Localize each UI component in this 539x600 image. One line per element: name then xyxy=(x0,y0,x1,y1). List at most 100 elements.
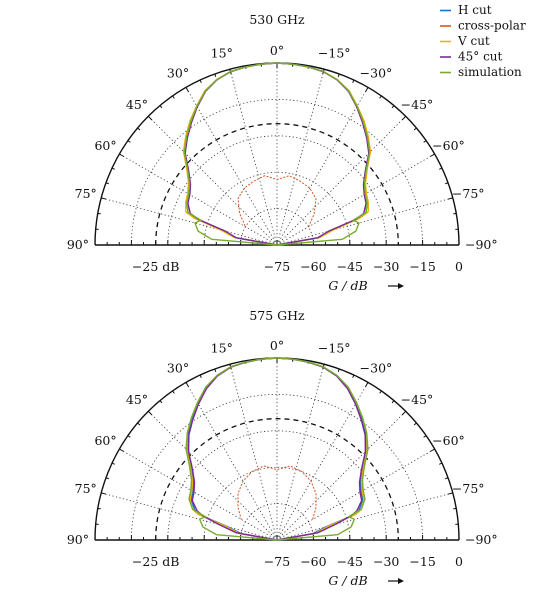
angle-tick-mark xyxy=(439,167,443,170)
chart-title: 575 GHz xyxy=(249,308,305,323)
polar-chart-530ghz: 530 GHz 90° 75° 60° 45° 30° 15° 0° −15° −30° −45° −… xyxy=(67,12,498,293)
angle-tick-mark xyxy=(214,368,217,372)
angle-tick-mark xyxy=(365,382,369,387)
gain-tick-label: −75 xyxy=(264,554,290,569)
angle-tick-mark xyxy=(430,448,435,452)
angle-tick-mark xyxy=(391,105,395,109)
gain-tick-label: 0 xyxy=(455,554,463,569)
legend-label: V cut xyxy=(457,34,490,48)
grid-spoke xyxy=(229,364,278,541)
angle-tick-label: 60° xyxy=(94,433,116,448)
series-line-cross-polar xyxy=(237,175,317,227)
angle-tick-label: 75° xyxy=(75,481,97,496)
angle-tick-mark xyxy=(119,153,124,157)
polar-chart-575ghz: 575 GHz 90° 75° 60° 45° 30° 15° 0° −15° −30° −45° −… xyxy=(67,308,498,588)
angle-tick-mark xyxy=(447,197,453,200)
angle-tick-mark xyxy=(97,507,101,510)
grid-spoke xyxy=(101,492,278,541)
angle-tick-label: 30° xyxy=(167,361,189,376)
angle-tick-mark xyxy=(101,197,107,200)
angle-tick-mark xyxy=(147,410,153,416)
angle-tick-label: 0° xyxy=(270,43,284,58)
legend-label: simulation xyxy=(458,65,522,79)
angle-tick-mark xyxy=(159,105,163,109)
grid-circle xyxy=(240,503,314,541)
grid-spoke xyxy=(229,69,278,246)
series-line-simulation xyxy=(183,62,371,246)
angle-tick-mark xyxy=(401,410,407,416)
grid-spoke xyxy=(276,153,435,246)
angle-tick-mark xyxy=(379,95,382,99)
angle-tick-mark xyxy=(214,73,217,77)
angle-tick-mark xyxy=(445,182,449,185)
angle-tick-label: −60° xyxy=(432,138,465,153)
angle-tick-mark xyxy=(111,462,115,465)
gain-tick-label: −60 xyxy=(300,554,326,569)
legend-label: H cut xyxy=(458,3,492,17)
axis-arrowhead xyxy=(398,283,404,289)
angle-tick-mark xyxy=(199,374,202,378)
axis-label: G / dB xyxy=(328,573,367,588)
angle-tick-mark xyxy=(111,167,115,170)
gain-tick-label: −75 xyxy=(264,259,290,274)
angle-tick-mark xyxy=(337,368,340,372)
gain-tick-label: 0 xyxy=(455,259,463,274)
angle-tick-label: −90° xyxy=(465,237,498,252)
grid-spoke xyxy=(276,69,325,246)
angle-tick-mark xyxy=(365,87,369,92)
legend-label: 45° cut xyxy=(458,50,503,64)
angle-tick-mark xyxy=(439,462,443,465)
grid-spoke xyxy=(276,197,453,246)
angle-tick-mark xyxy=(185,87,189,92)
angle-tick-label: 75° xyxy=(75,186,97,201)
grid-spoke xyxy=(276,364,325,541)
angle-tick-label: 90° xyxy=(67,237,89,252)
grid-circle xyxy=(203,466,351,541)
angle-tick-label: 30° xyxy=(167,66,189,81)
angle-tick-label: 90° xyxy=(67,532,89,547)
grid-spoke xyxy=(276,448,435,541)
grid-spoke xyxy=(185,382,278,541)
angle-tick-mark xyxy=(97,212,101,215)
angle-tick-mark xyxy=(172,95,175,99)
angle-tick-mark xyxy=(401,115,407,121)
grid-spoke xyxy=(276,382,369,541)
angle-tick-label: −15° xyxy=(318,46,351,61)
angle-tick-mark xyxy=(453,212,457,215)
grid-spoke xyxy=(148,116,278,246)
dashed-circle-label: −25 dB xyxy=(132,554,180,569)
angle-tick-mark xyxy=(445,477,449,480)
grid-spoke xyxy=(101,197,278,246)
angle-tick-mark xyxy=(101,492,107,495)
grid-spoke xyxy=(276,492,453,541)
angle-tick-mark xyxy=(391,400,395,404)
angle-tick-mark xyxy=(137,127,141,131)
angle-tick-mark xyxy=(159,400,163,404)
angle-tick-mark xyxy=(105,182,109,185)
axis-arrowhead xyxy=(398,578,404,584)
angle-tick-label: −90° xyxy=(465,532,498,547)
gain-tick-label: −30 xyxy=(373,554,399,569)
grid-spoke xyxy=(276,87,369,246)
grid-circle xyxy=(240,208,314,246)
grid-circle xyxy=(203,171,351,246)
grid-spoke xyxy=(119,448,278,541)
angle-tick-mark xyxy=(137,422,141,426)
grid-spoke xyxy=(276,411,406,541)
angle-tick-mark xyxy=(185,382,189,387)
angle-tick-label: −75° xyxy=(452,481,485,496)
angle-tick-label: −30° xyxy=(360,66,393,81)
angle-tick-mark xyxy=(447,492,453,495)
dashed-circle-label: −25 dB xyxy=(132,259,180,274)
angle-tick-mark xyxy=(199,79,202,83)
grid-circle xyxy=(167,135,387,246)
grid-circle xyxy=(131,394,423,541)
grid-circle xyxy=(131,99,423,246)
angle-tick-label: 15° xyxy=(211,46,233,61)
legend-label: cross-polar xyxy=(458,19,526,33)
angle-tick-mark xyxy=(172,390,175,394)
angle-tick-label: 0° xyxy=(270,338,284,353)
angle-tick-mark xyxy=(413,127,417,131)
angle-tick-label: −75° xyxy=(452,186,485,201)
